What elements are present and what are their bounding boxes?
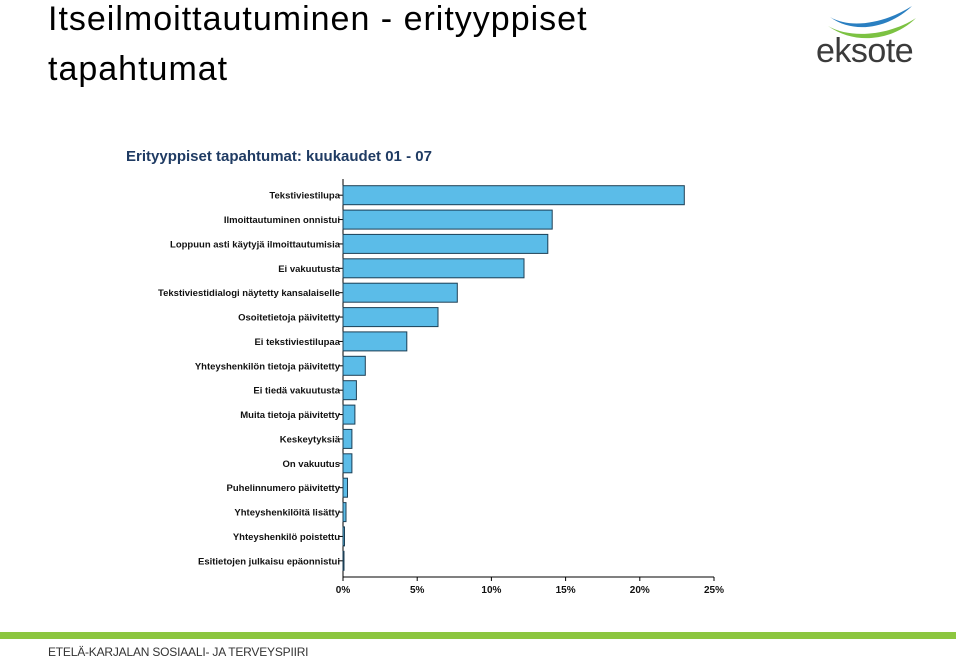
bar-4 xyxy=(342,258,525,279)
chart-bars xyxy=(342,185,685,571)
bar-10 xyxy=(342,404,356,425)
bar-6 xyxy=(342,307,439,328)
x-tick-label: 0% xyxy=(336,585,351,596)
x-tick-label: 15% xyxy=(556,585,576,596)
category-label: Keskeytyksiä xyxy=(280,434,341,445)
bar-12 xyxy=(342,453,353,474)
slide-title-line-2: tapahtumat xyxy=(48,50,229,88)
bar-11 xyxy=(342,428,353,449)
slide-title-line-1: Itseilmoittautuminen - erityyppiset xyxy=(48,0,588,38)
bar-9 xyxy=(342,380,357,401)
bar-1 xyxy=(342,185,685,206)
bar-3 xyxy=(342,233,549,254)
x-tick-label: 5% xyxy=(410,585,425,596)
bar-13 xyxy=(342,477,348,498)
bar-7 xyxy=(342,331,408,352)
chart-title: Erityyppiset tapahtumat: kuukaudet 01 - … xyxy=(126,148,432,165)
x-tick-labels: 0% 5% 10% 15% 20% 25% xyxy=(336,585,724,596)
x-tick-label: 25% xyxy=(704,585,724,596)
category-label: Yhteyshenkilöitä lisätty xyxy=(234,508,340,519)
category-label: Tekstiviestilupa xyxy=(269,191,340,202)
bar-14 xyxy=(342,502,347,523)
category-label: Loppuun asti käytyjä ilmoittautumisia xyxy=(170,239,341,250)
category-label: Ei tiedä vakuutusta xyxy=(253,386,340,397)
bar-16 xyxy=(342,550,345,571)
bar-15 xyxy=(342,526,345,547)
bar-2 xyxy=(342,209,553,230)
slide-title: Itseilmoittautuminen - erityyppiset tapa… xyxy=(48,0,768,94)
bar-8 xyxy=(342,355,366,376)
category-labels: Tekstiviestilupa Ilmoittautuminen onnistu… xyxy=(158,191,341,568)
x-tick-label: 20% xyxy=(630,585,650,596)
eksote-logo-mark xyxy=(828,6,916,39)
category-label: Tekstiviestidialogi näytetty kansalaisel… xyxy=(158,288,340,299)
category-label: Yhteyshenkilö poistettu xyxy=(233,532,340,543)
x-tick-label: 10% xyxy=(481,585,501,596)
bar-chart: Erityyppiset tapahtumat: kuukaudet 01 - … xyxy=(126,148,724,596)
category-label: Esitietojen julkaisu epäonnistui xyxy=(198,556,340,567)
category-label: Ilmoittautuminen onnistui xyxy=(224,215,340,226)
category-label: Osoitetietoja päivitetty xyxy=(238,313,341,324)
category-label: Muita tietoja päivitetty xyxy=(240,410,340,421)
logo-text: eksote xyxy=(816,32,914,70)
category-label: Ei tekstiviestilupaa xyxy=(254,337,340,348)
footer-accent-bar xyxy=(0,632,956,639)
bar-5 xyxy=(342,282,458,303)
category-label: Puhelinnumero päivitetty xyxy=(227,483,341,494)
category-label: Yhteyshenkilön tietoja päivitetty xyxy=(195,361,341,372)
category-label: Ei vakuutusta xyxy=(278,264,340,275)
footer-text: ETELÄ-KARJALAN SOSIAALI- JA TERVEYSPIIRI xyxy=(48,645,309,659)
logo-blue-swoosh xyxy=(830,6,912,28)
category-label: On vakuutus xyxy=(282,459,340,470)
logo-green-swoosh xyxy=(828,18,916,39)
